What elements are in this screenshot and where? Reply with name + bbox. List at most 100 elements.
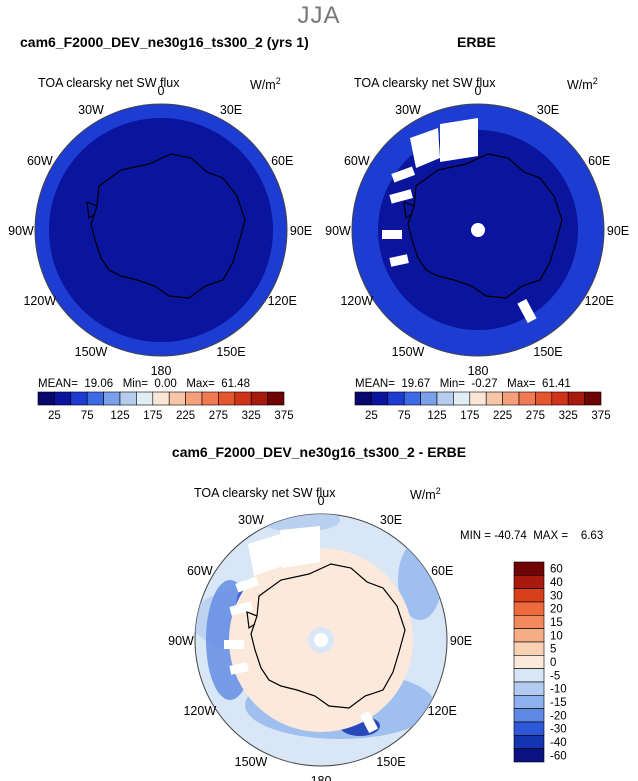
colorbar-swatch xyxy=(513,641,545,656)
colorbar-swatch xyxy=(403,391,421,406)
colorbar-swatch xyxy=(584,391,602,406)
panel-2-stats: MEAN= 19.67 Min= -0.27 Max= 61.41 xyxy=(355,378,571,390)
panel-1-antarctica-outline xyxy=(90,153,246,299)
colorbar-tick-label: -20 xyxy=(550,710,567,722)
panel-1-lon-label: 150E xyxy=(216,345,245,359)
colorbar-swatch xyxy=(420,391,438,406)
colorbar-swatch xyxy=(513,734,545,749)
colorbar-tick-label: -5 xyxy=(550,670,560,682)
panel-3-lon-label: 60E xyxy=(431,564,453,578)
colorbar-swatch xyxy=(103,391,121,406)
colorbar-swatch xyxy=(371,391,389,406)
colorbar-tick-label: -60 xyxy=(550,750,567,762)
colorbar-swatch xyxy=(513,721,545,736)
colorbar-swatch xyxy=(535,391,553,406)
colorbar-swatch xyxy=(267,391,285,406)
panel-3-map xyxy=(194,513,448,767)
panel-2-lon-label: 60W xyxy=(344,154,370,168)
panel-2-lon-label: 30E xyxy=(537,103,559,117)
panel-2-lon-label: 150E xyxy=(533,345,562,359)
colorbar-tick-label: 75 xyxy=(81,410,94,422)
colorbar-swatch xyxy=(218,391,236,406)
panel-3-lon-label: 120E xyxy=(428,704,457,718)
colorbar-tick-label: 275 xyxy=(526,410,545,422)
panel-3-lon-label: 60W xyxy=(187,564,213,578)
panel-1-lon-label: 30W xyxy=(78,103,104,117)
colorbar-tick-label: 275 xyxy=(209,410,228,422)
panel-3-lon-label: 90E xyxy=(450,634,472,648)
panel-1-lon-label: 150W xyxy=(75,345,108,359)
panel-1-lon-label: 0 xyxy=(158,84,165,98)
colorbar-tick-label: 125 xyxy=(110,410,129,422)
panel-1-map xyxy=(34,103,288,357)
colorbar-swatch xyxy=(54,391,72,406)
colorbar-tick-label: 225 xyxy=(176,410,195,422)
colorbar-tick-label: 15 xyxy=(550,617,563,629)
colorbar-tick-label: 125 xyxy=(427,410,446,422)
panel-3-stats: MIN = -40.74 MAX = 6.63 xyxy=(460,530,604,542)
colorbar-tick-label: -40 xyxy=(550,737,567,749)
panel-3-lon-label: 0 xyxy=(318,494,325,508)
panel-2-lon-label: 120E xyxy=(585,294,614,308)
colorbar-tick-label: 20 xyxy=(550,604,563,616)
panel-2-colorbar: 25 75 125 175 225 275 325 375 xyxy=(354,391,611,422)
panel-1-title: cam6_F2000_DEV_ne30g16_ts300_2 (yrs 1) xyxy=(20,34,309,50)
panel-1-lon-label: 120W xyxy=(23,294,56,308)
panel-1-lon-label: 60W xyxy=(27,154,53,168)
panel-3-lon-label: 180 xyxy=(311,774,332,781)
colorbar-swatch xyxy=(250,391,268,406)
colorbar-swatch xyxy=(513,654,545,669)
colorbar-swatch xyxy=(119,391,137,406)
colorbar-tick-label: 375 xyxy=(274,410,293,422)
panel-2-lon-label: 30W xyxy=(395,103,421,117)
colorbar-tick-label: -30 xyxy=(550,724,567,736)
panel-2-lon-label: 90W xyxy=(325,224,351,238)
panel-2-lon-label: 0 xyxy=(475,84,482,98)
panel-1-colorbar: 25 75 125 175 225 275 325 375 xyxy=(37,391,294,422)
colorbar-swatch xyxy=(518,391,536,406)
colorbar-swatch xyxy=(513,748,545,763)
colorbar-swatch xyxy=(513,588,545,603)
colorbar-swatch xyxy=(513,681,545,696)
panel-2-lon-label: 120W xyxy=(340,294,373,308)
colorbar-swatch xyxy=(234,391,252,406)
colorbar-tick-label: 10 xyxy=(550,630,563,642)
colorbar-tick-label: 325 xyxy=(559,410,578,422)
panel-3-lon-label: 30E xyxy=(380,513,402,527)
season-title: JJA xyxy=(297,2,341,29)
panel-1-lon-label: 120E xyxy=(268,294,297,308)
panel-3-title: cam6_F2000_DEV_ne30g16_ts300_2 - ERBE xyxy=(171,444,467,460)
panel-2-lon-label: 90E xyxy=(607,224,629,238)
colorbar-swatch xyxy=(513,628,545,643)
panel-2-units: W/m2 xyxy=(567,76,598,93)
colorbar-swatch xyxy=(485,391,503,406)
colorbar-swatch xyxy=(469,391,487,406)
colorbar-tick-label: 30 xyxy=(550,590,563,602)
panel-2-variable: TOA clearsky net SW flux xyxy=(354,76,496,90)
panel-2-title: ERBE xyxy=(457,34,496,50)
colorbar-swatch xyxy=(201,391,219,406)
panel-3-antarctica-outline xyxy=(250,563,406,709)
panel-1-lon-label: 60E xyxy=(271,154,293,168)
colorbar-swatch xyxy=(185,391,203,406)
colorbar-swatch xyxy=(387,391,405,406)
colorbar-swatch xyxy=(502,391,520,406)
panel-3-lon-label: 150W xyxy=(235,755,268,769)
colorbar-tick-label: 325 xyxy=(242,410,261,422)
panel-3-lon-label: 120W xyxy=(183,704,216,718)
colorbar-swatch xyxy=(513,561,545,576)
panel-2-lon-label: 150W xyxy=(392,345,425,359)
colorbar-tick-label: 0 xyxy=(550,657,556,669)
panel-1-units: W/m2 xyxy=(250,76,281,93)
colorbar-swatch xyxy=(513,614,545,629)
colorbar-swatch xyxy=(551,391,569,406)
panel-1-inner-field xyxy=(49,118,273,342)
panel-3-variable: TOA clearsky net SW flux xyxy=(194,486,336,500)
panel-2-map xyxy=(351,103,605,357)
colorbar-swatch xyxy=(513,668,545,683)
colorbar-swatch xyxy=(513,601,545,616)
panel-3-lon-label: 150E xyxy=(376,755,405,769)
panel-1-lon-label: 180 xyxy=(151,364,172,378)
colorbar-tick-label: 375 xyxy=(591,410,610,422)
